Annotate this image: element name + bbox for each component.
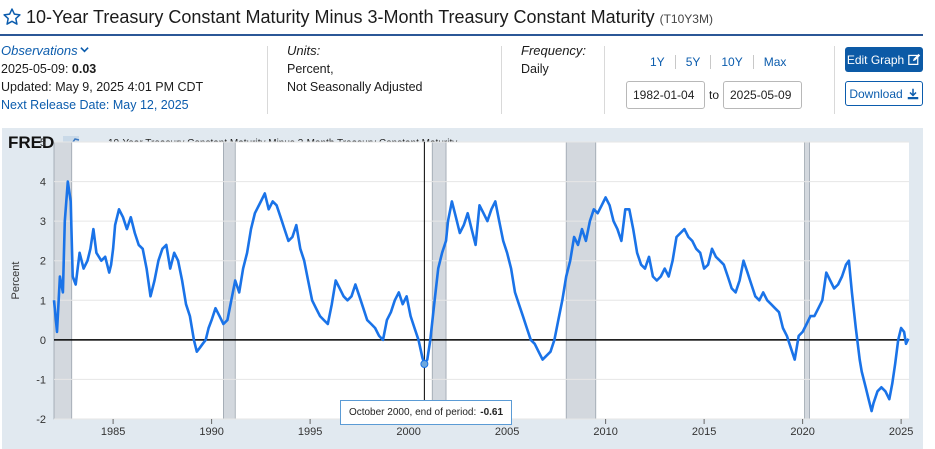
recession-band [431,141,447,420]
download-icon [907,88,918,99]
title-divider [0,34,923,36]
observation-value: 0.03 [71,62,97,76]
column-divider [834,46,835,114]
column-divider [501,46,502,114]
y-tick-label: 0 [40,335,46,347]
chart-panel: FRED 10-Year Treasury Constant Maturity … [2,128,923,449]
x-tick-label: 2005 [495,426,519,438]
x-tick-label: 1990 [199,426,223,438]
updated-text: Updated: May 9, 2025 4:01 PM CDT [1,80,204,94]
star-icon[interactable] [2,7,22,27]
column-divider [267,46,268,114]
units-line-2: Not Seasonally Adjusted [287,80,423,94]
recession-band [804,141,810,420]
y-tick-label: 5 [40,137,46,149]
range-1y-button[interactable]: 1Y [640,55,676,69]
frequency-value: Daily [521,62,549,76]
series-line [52,180,910,413]
x-tick-label: 2020 [790,426,814,438]
chart-tooltip: October 2000, end of period: -0.61 [340,400,512,425]
title-row: 10-Year Treasury Constant Maturity Minus… [0,0,935,34]
frequency-panel: Frequency: Daily [521,42,586,78]
units-panel: Units: Percent, Not Seasonally Adjusted [287,42,423,96]
observation-date: 2025-05-09: [1,62,69,76]
x-tick-label: 2025 [889,426,913,438]
range-buttons: 1Y 5Y 10Y Max [640,55,796,69]
next-release-link[interactable]: Next Release Date: May 12, 2025 [1,98,189,112]
edit-graph-label: Edit Graph [846,52,905,67]
edit-icon [908,53,921,65]
column-divider [604,46,605,114]
units-line-1: Percent, [287,62,334,76]
recession-band [565,141,597,420]
observations-toggle[interactable]: Observations [1,43,89,58]
y-axis-label: Percent [10,262,22,300]
series-id: (T10Y3M) [659,12,713,26]
range-5y-button[interactable]: 5Y [676,55,712,69]
x-tick-label: 1985 [101,426,125,438]
frequency-label: Frequency: [521,43,587,58]
plot-area [54,142,909,419]
observations-panel: Observations 2025-05-09: 0.03 Updated: M… [1,42,203,114]
edit-graph-button[interactable]: Edit Graph [845,47,923,72]
chart-svg[interactable]: FRED 10-Year Treasury Constant Maturity … [2,128,923,449]
x-tick-label: 2015 [692,426,716,438]
y-tick-label: -1 [36,374,46,386]
units-label: Units: [287,43,321,58]
x-tick-label: 2000 [396,426,420,438]
y-tick-label: 3 [40,216,46,228]
x-tick-label: 2010 [593,426,617,438]
range-10y-button[interactable]: 10Y [711,55,754,69]
y-tick-label: 2 [40,256,46,268]
fred-logo: FRED [8,133,54,152]
range-max-button[interactable]: Max [763,55,787,69]
download-label: Download [849,86,903,101]
y-tick-label: -2 [36,414,46,426]
observations-label: Observations [1,43,78,58]
page-title: 10-Year Treasury Constant Maturity Minus… [26,6,655,27]
download-button[interactable]: Download [845,81,923,106]
start-date-input[interactable] [626,81,705,109]
recession-band [223,141,236,420]
end-date-input[interactable] [723,81,802,109]
cursor-marker [420,359,429,368]
y-tick-label: 4 [40,177,46,189]
y-tick-label: 1 [40,295,46,307]
tooltip-value: -0.61 [480,407,504,418]
tooltip-text: October 2000, end of period: [348,407,477,418]
chevron-down-icon [79,47,89,53]
x-tick-label: 1995 [298,426,322,438]
to-label: to [709,88,720,102]
